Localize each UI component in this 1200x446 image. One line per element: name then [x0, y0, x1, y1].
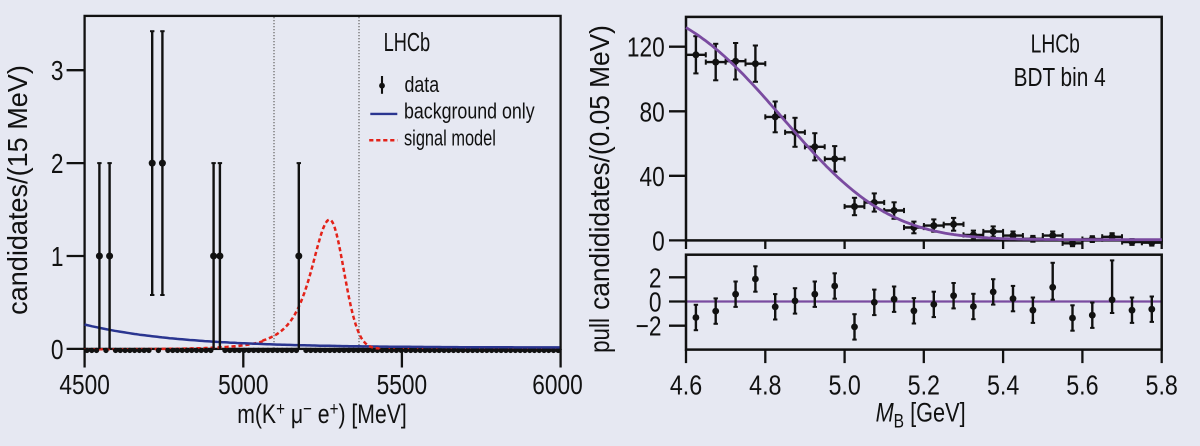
svg-text:5500: 5500	[377, 370, 427, 401]
svg-text:signal model: signal model	[404, 126, 496, 151]
svg-text:LHCb: LHCb	[1031, 28, 1080, 58]
svg-text:120: 120	[627, 33, 665, 64]
svg-text:candididates/(0.05 MeV): candididates/(0.05 MeV)	[583, 25, 615, 310]
svg-text:candidates/(15 MeV): candidates/(15 MeV)	[2, 65, 34, 315]
svg-text:−2: −2	[636, 312, 662, 343]
svg-text:40: 40	[639, 162, 664, 193]
svg-text:data: data	[405, 73, 440, 97]
svg-text:5.8: 5.8	[1146, 371, 1178, 401]
svg-text:5.6: 5.6	[1066, 371, 1098, 401]
svg-text:0: 0	[649, 287, 662, 318]
svg-text:0: 0	[652, 226, 665, 257]
svg-text:4.6: 4.6	[670, 371, 702, 401]
svg-text:80: 80	[639, 97, 664, 128]
svg-text:3: 3	[51, 56, 64, 87]
svg-text:2: 2	[649, 263, 662, 294]
svg-text:5.0: 5.0	[828, 371, 860, 401]
svg-text:0: 0	[51, 335, 64, 366]
svg-text:m(K+ μ− e+) [MeV]: m(K+ μ− e+) [MeV]	[237, 397, 407, 429]
svg-text:MB [GeV]: MB [GeV]	[876, 398, 966, 431]
svg-text:pull: pull	[585, 318, 616, 353]
svg-text:4500: 4500	[59, 370, 109, 401]
svg-text:5.4: 5.4	[987, 371, 1019, 401]
svg-text:5000: 5000	[218, 370, 268, 401]
svg-text:4.8: 4.8	[749, 371, 781, 401]
svg-text:background only: background only	[404, 100, 535, 124]
svg-text:5.2: 5.2	[908, 371, 940, 401]
svg-text:BDT bin 4: BDT bin 4	[1014, 63, 1106, 92]
svg-text:LHCb: LHCb	[384, 28, 431, 57]
svg-text:6000: 6000	[532, 370, 582, 401]
svg-text:2: 2	[51, 149, 64, 180]
svg-text:1: 1	[51, 242, 64, 273]
